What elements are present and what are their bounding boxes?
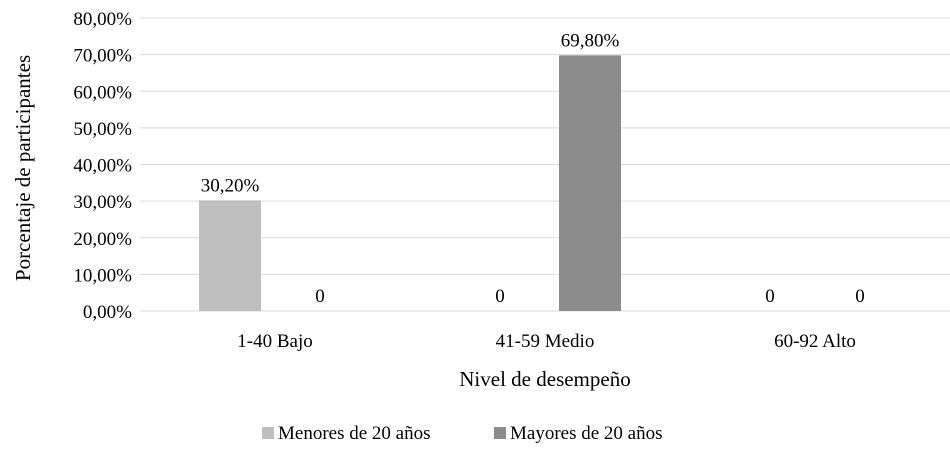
y-tick-label: 50,00%	[73, 119, 132, 140]
x-tick-label: 60-92 Alto	[774, 331, 856, 352]
y-tick-label: 40,00%	[73, 156, 132, 177]
data-label: 0	[315, 286, 325, 307]
legend: Menores de 20 años Mayores de 20 años	[262, 423, 663, 444]
bar	[559, 55, 621, 311]
data-label: 69,80%	[561, 30, 620, 51]
data-label: 0	[855, 286, 865, 307]
y-tick-label: 60,00%	[73, 82, 132, 103]
legend-swatch	[262, 427, 274, 439]
gridlines	[140, 17, 950, 312]
y-tick-label: 30,00%	[73, 192, 132, 213]
y-axis-title: Porcentaje de participantes	[11, 55, 35, 281]
y-tick-label: 0,00%	[83, 302, 132, 323]
y-tick-label: 70,00%	[73, 46, 132, 67]
y-tick-labels: 0,00% 10,00% 20,00% 30,00% 40,00% 50,00% 60,00…	[73, 9, 132, 323]
legend-label: Menores de 20 años	[278, 423, 431, 444]
x-tick-label: 1-40 Bajo	[237, 331, 312, 352]
x-tick-label: 41-59 Medio	[496, 331, 595, 352]
legend-swatch	[494, 427, 506, 439]
bar	[199, 200, 261, 311]
x-axis-title: Nivel de desempeño	[459, 367, 630, 391]
bars	[199, 55, 621, 311]
x-tick-labels: 1-40 Bajo 41-59 Medio 60-92 Alto	[237, 331, 856, 352]
data-label: 0	[495, 286, 505, 307]
y-tick-label: 20,00%	[73, 229, 132, 250]
y-tick-label: 80,00%	[73, 9, 132, 30]
legend-label: Mayores de 20 años	[510, 423, 663, 444]
data-label: 0	[765, 286, 775, 307]
data-labels: 30,20% 0 0 69,80% 0 0	[201, 30, 865, 307]
y-tick-label: 10,00%	[73, 265, 132, 286]
data-label: 30,20%	[201, 175, 260, 196]
